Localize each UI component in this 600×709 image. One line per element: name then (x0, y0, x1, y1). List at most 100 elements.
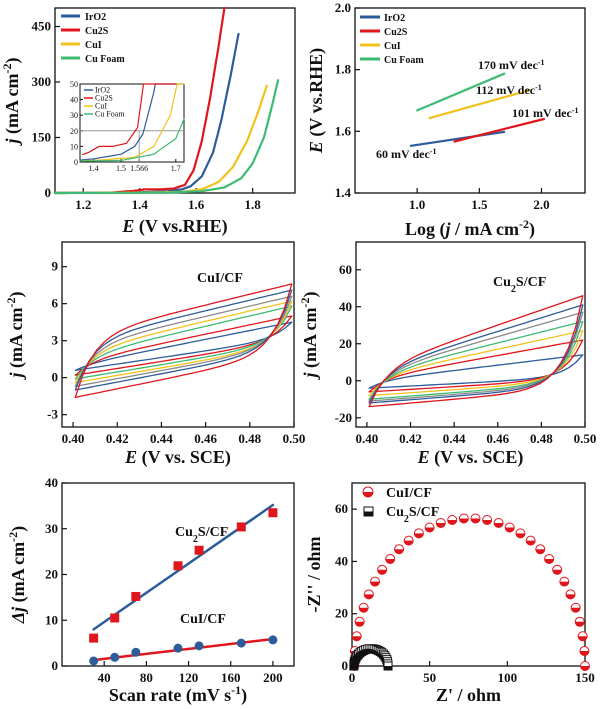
y-axis-label: j (mA cm-2) (298, 292, 321, 381)
data-point-circle (131, 647, 141, 657)
inset-legend-label: Cu Foam (95, 110, 125, 119)
x-tick-label: 1.6 (188, 197, 205, 212)
x-axis-sup: -1 (231, 683, 241, 697)
y-tick-label: 150 (32, 130, 52, 145)
legend-text: CuI/CF (386, 486, 432, 501)
cv-loop (368, 320, 584, 400)
inset-x-tick-label: 1.5 (116, 164, 126, 173)
inset-x-tick-label: 1.566 (130, 164, 148, 173)
eis-point-fill (579, 651, 589, 656)
inset-y-tick-label: 10 (70, 142, 78, 151)
y-axis-sup: -2 (6, 532, 20, 542)
y-axis-label: Δj (mA cm-2) (6, 526, 29, 624)
legend-label: Cu2S (85, 26, 109, 37)
eis-point-fill (359, 607, 369, 613)
x-tick-label: 0.46 (486, 431, 509, 446)
panel-tafel: 1.0 1.5 2.0 1.4 1.6 1.8 2.0 IrO2 Cu2S CuI Cu Foam 1… (306, 0, 586, 240)
x-tick-label: 40 (98, 670, 111, 685)
y-axis-sup: -2 (4, 298, 18, 308)
eis-point-fill (404, 540, 414, 546)
y-axis-label: j (mA cm-2) (4, 292, 27, 381)
inset-series-Cu2S (82, 83, 177, 156)
eis-legend: CuI/CF Cu2S/CF (362, 486, 439, 525)
data-point-square (89, 633, 99, 643)
legend-text: CuI (384, 41, 401, 52)
x-axis-symbol: j (443, 219, 452, 239)
legend-text: Cu Foam (85, 54, 125, 65)
label-text: S/CF (198, 525, 228, 540)
x-tick-label: 0.42 (106, 431, 129, 446)
eis-point-fill (364, 594, 374, 599)
plot-frame (354, 7, 586, 194)
data-point-circle (89, 656, 99, 666)
x-tick-label: 1.0 (409, 197, 425, 212)
y-axis-symbol: E (306, 141, 326, 154)
x-tick-label: 0.48 (238, 431, 261, 446)
legend-label: IrO2 (384, 13, 405, 24)
cv-loop (74, 295, 293, 387)
y-axis-text: (mA cm (300, 308, 321, 373)
legend-text: Cu2S (384, 27, 408, 38)
y-axis-text: ) (8, 526, 29, 532)
legend-marker-fill (363, 492, 373, 497)
y-tick-label: 1.8 (335, 62, 352, 77)
y-axis-symbol: Δj (8, 606, 28, 624)
y-tick-label: 0 (342, 658, 349, 673)
tafel-line-CuFoam (416, 72, 506, 112)
x-tick-label: 100 (498, 670, 518, 685)
tafel-slope-annotation: 170 mV dec-1 (478, 58, 544, 73)
x-axis-label: Log (j / mA cm-2) (405, 217, 535, 240)
y-tick-label: 40 (45, 475, 58, 490)
y-tick-label: 20 (335, 606, 348, 621)
eis-point-fill (370, 581, 380, 587)
annotation-sup: -1 (572, 106, 579, 115)
inset-legend-text: Cu2S (95, 94, 113, 103)
eis-point-fill (559, 581, 569, 587)
eis-point-fill (544, 558, 554, 564)
cv-loop (368, 304, 584, 404)
inset-x-tick-label: 1.4 (89, 164, 99, 173)
data-point-square (173, 561, 183, 571)
eis-point-fill (566, 594, 576, 599)
cv-loop (368, 354, 584, 389)
y-tick-label: 1.6 (335, 123, 352, 138)
inset-legend-label: Cu2S (95, 94, 113, 103)
data-point-circle (173, 643, 183, 653)
eis-point-fill (580, 666, 590, 671)
y-tick-label: 450 (32, 19, 52, 34)
cv-loop (368, 294, 584, 408)
eis-point-fill (578, 636, 588, 641)
legend-text: Cu Foam (384, 55, 424, 66)
legend-label: IrO2 (85, 12, 106, 23)
x-tick-label: 0 (349, 670, 356, 685)
series-label: Cu2S/CF (175, 525, 228, 545)
y-tick-label: 6 (52, 296, 59, 311)
annotation-text: 101 mV dec (512, 106, 572, 120)
panel-sample-label: CuI/CF (197, 271, 243, 286)
eis-point-fill (505, 527, 515, 532)
label-sub: 2 (511, 284, 516, 295)
y-tick-label: 40 (335, 553, 348, 568)
lsv-series-CuFoam (53, 79, 280, 195)
eis-point-fill (436, 523, 446, 528)
y-tick-label: 30 (45, 521, 58, 536)
eis-point-fill (352, 636, 362, 641)
x-tick-label: 0.48 (530, 431, 553, 446)
tafel-slope-annotation: 112 mV dec-1 (476, 83, 542, 98)
data-point-circle (236, 638, 246, 648)
y-axis-text: -Z'' / ohm (304, 536, 324, 612)
label-text: Cu (175, 525, 193, 540)
panel-cv-2: 0.40 0.42 0.44 0.46 0.48 0.50 -3 0 3 6 9 CuI/CF E (V… (4, 241, 306, 468)
y-axis-text: ) (300, 292, 321, 298)
y-tick-label: 300 (32, 74, 52, 89)
x-axis-text: ) (241, 685, 247, 706)
panel-sample-label: Cu2S/CF (493, 275, 546, 295)
y-axis-symbol: j (6, 372, 26, 381)
x-tick-label: 0.50 (283, 431, 306, 446)
y-tick-label: 20 (45, 567, 58, 582)
panel-cv-3: 0.40 0.42 0.44 0.46 0.48 0.50 -20 0 20 40 60 Cu2S/C… (298, 241, 596, 468)
inset-legend-text: IrO2 (95, 86, 110, 95)
inset-y-tick-label: 0 (74, 158, 78, 167)
x-tick-label: 1.4 (132, 197, 149, 212)
cv-loop (368, 339, 584, 393)
